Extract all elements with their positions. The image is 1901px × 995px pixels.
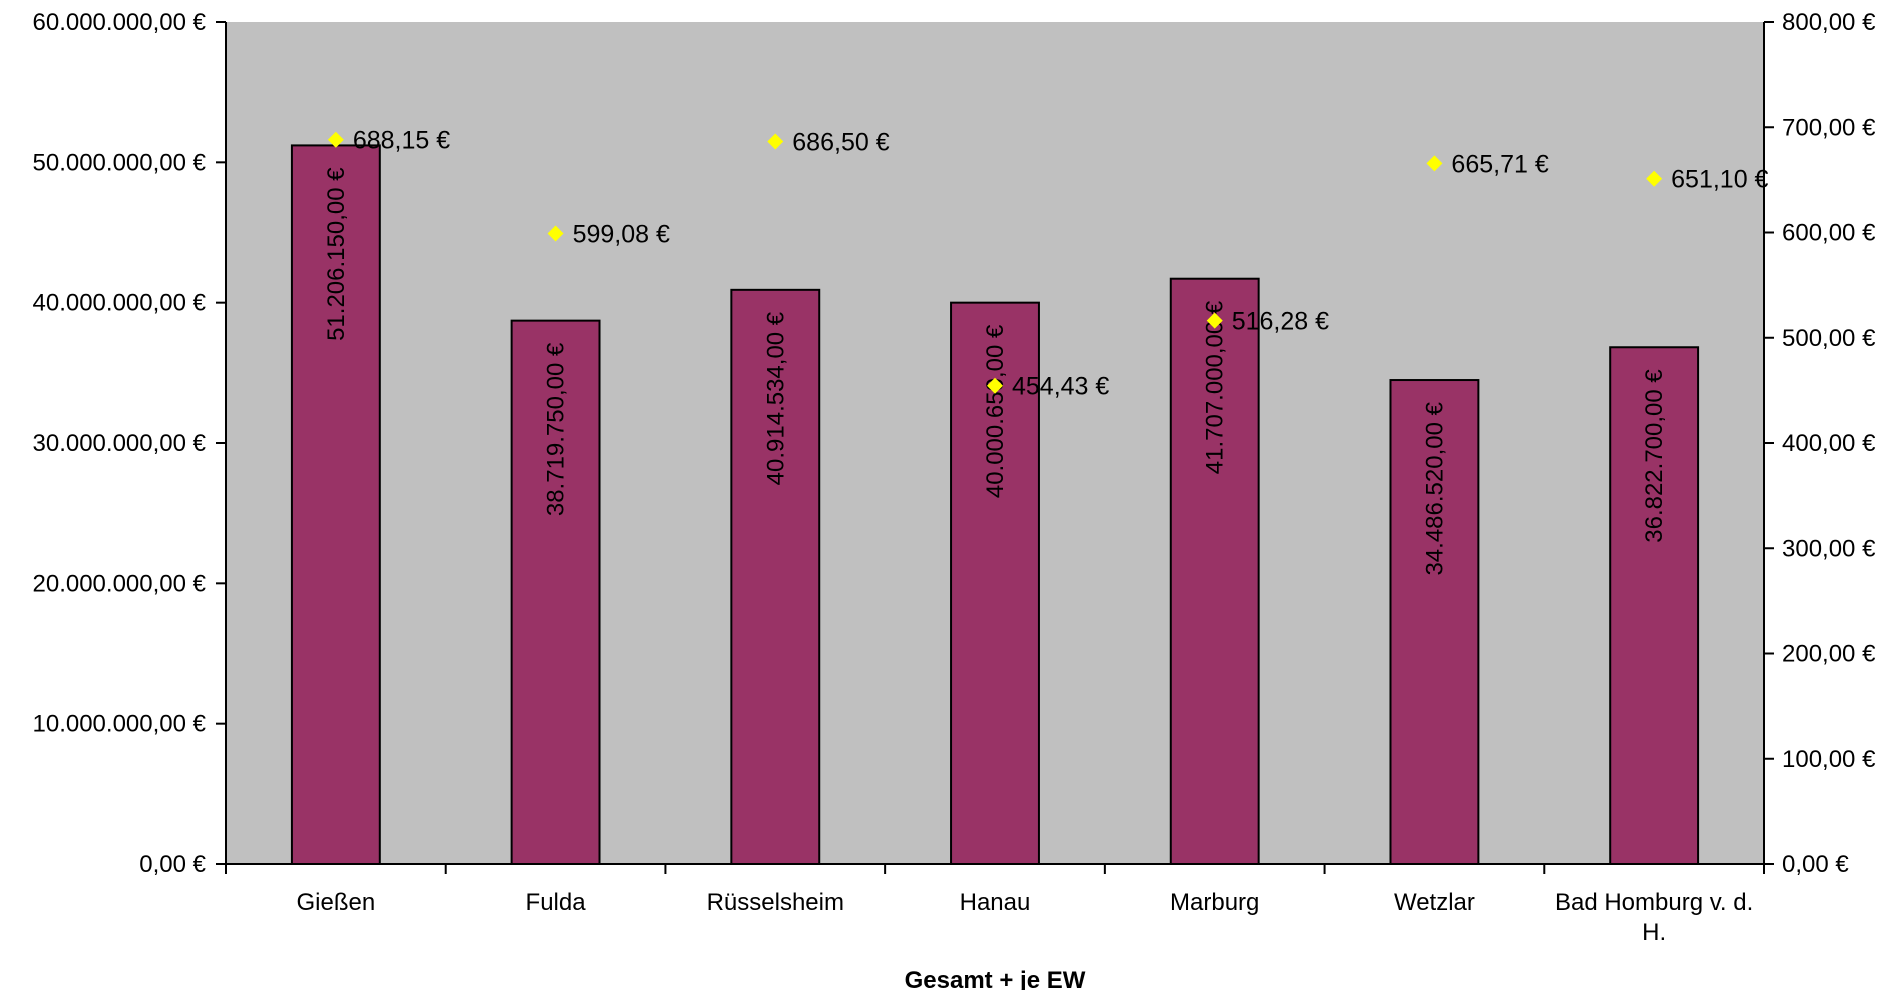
category-label: Rüsselsheim [707,889,844,916]
left-tick-label: 40.000.000,00 € [33,290,207,317]
category-label: Bad Homburg v. d. H. [1555,889,1753,946]
bar [290,144,381,865]
x-axis-title: Gesamt + je EW [905,967,1086,990]
bar-value-label: 36.822.700,00 € [1641,369,1668,543]
left-axis-ticks: 0,00 € 10.000.000,00 € 20.000.000,00 € 30.0… [33,9,226,878]
per-capita-label: 651,10 € [1671,166,1768,194]
per-capita-marker [327,131,344,148]
left-tick-label: 0,00 € [139,851,206,878]
bar [1609,346,1700,866]
category-label: Gießen [297,889,376,916]
right-tick-label: 500,00 € [1782,325,1876,352]
left-tick-label: 60.000.000,00 € [33,9,207,36]
bar-value-label: 40.000.650,00 € [982,324,1009,498]
per-capita-marker [1426,155,1443,172]
bar-value-label: 38.719.750,00 € [543,342,570,516]
per-capita-marker [547,225,564,242]
per-capita-marker [987,377,1003,394]
left-tick-label: 50.000.000,00 € [33,149,207,176]
bar-value-label: 34.486.520,00 € [1421,401,1448,575]
per-capita-label: 454,43 € [1012,373,1109,401]
per-capita-label: 516,28 € [1232,308,1329,336]
bar-value-label: 51.206.150,00 € [323,167,350,341]
per-capita-label: 665,71 € [1451,150,1548,178]
right-tick-label: 0,00 € [1782,851,1849,878]
per-capita-label: 599,08 € [573,220,670,248]
right-tick-label: 700,00 € [1782,114,1876,141]
bar-series [290,144,1700,866]
right-tick-label: 400,00 € [1782,430,1876,457]
category-label: Marburg [1170,889,1259,916]
per-capita-marker [1646,170,1663,187]
right-tick-label: 600,00 € [1782,220,1876,247]
bar-value-label: 41.707.000,00 € [1202,300,1229,474]
category-label: Wetzlar [1394,889,1475,916]
category-label: Fulda [526,889,587,916]
category-labels: Gießen Fulda Rüsselsheim Hanau Marburg Wetzla… [297,889,1754,946]
per-capita-label: 686,50 € [792,128,889,156]
bar [510,319,601,866]
left-tick-label: 20.000.000,00 € [33,570,207,597]
per-capita-label: 688,15 € [353,127,450,155]
right-tick-label: 100,00 € [1782,746,1876,773]
per-capita-series: 688,15 € 599,08 € 686,50 € 454,43 € 516,28 €… [327,127,1769,401]
right-tick-label: 200,00 € [1782,641,1876,668]
bar [730,288,821,865]
right-tick-label: 800,00 € [1782,9,1876,36]
left-tick-label: 10.000.000,00 € [33,711,207,738]
per-capita-marker [767,133,784,150]
left-tick-label: 30.000.000,00 € [33,430,207,457]
bar-value-label: 40.914.534,00 € [762,311,789,485]
bar-data-labels: 51.206.150,00 € 38.719.750,00 € 40.914.534… [323,167,1668,576]
right-tick-label: 300,00 € [1782,535,1876,562]
right-axis-ticks: 0,00 € 100,00 € 200,00 € 300,00 € 400,00 € 50… [1764,9,1876,878]
category-label: Hanau [960,889,1031,916]
per-capita-marker [1206,312,1223,329]
